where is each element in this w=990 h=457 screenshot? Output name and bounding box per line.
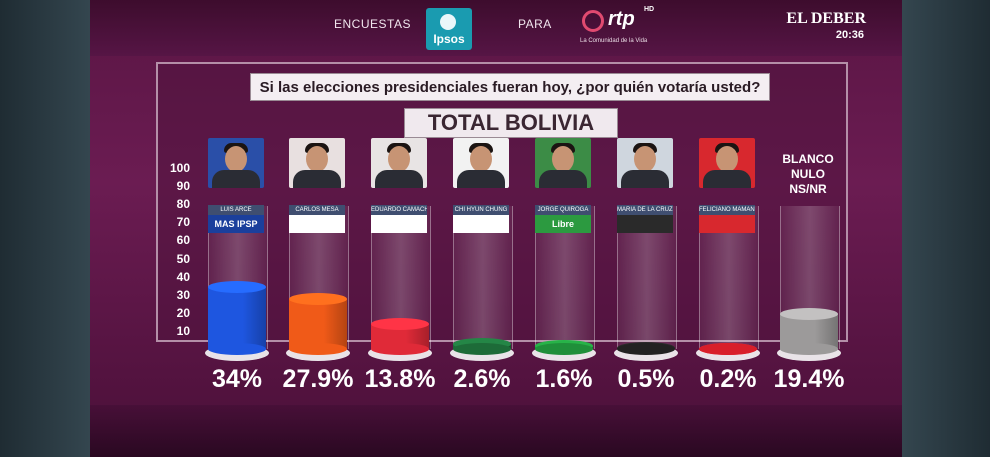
y-tick-label: 60: [176, 233, 190, 248]
candidate-name: CARLOS MESA: [289, 205, 345, 215]
rtp-logo-text: rtp: [608, 8, 635, 30]
broadcast-stage: ENCUESTAS Ipsos PARA rtp HD La Comunidad…: [90, 0, 902, 457]
value-label: 1.6%: [535, 365, 593, 393]
party-logo: [371, 215, 427, 233]
candidate-name: MARIA DE LA CRUZ BAYA: [617, 205, 673, 215]
ipsos-logo: Ipsos: [426, 8, 472, 50]
right-background: [902, 0, 990, 457]
chart-subtitle: TOTAL BOLIVIA: [404, 108, 618, 138]
clock: 20:36: [835, 29, 864, 41]
bar-cap: [371, 318, 429, 331]
blank-null-label-line: NS/NR: [789, 182, 827, 196]
bar-bottom-cap: [699, 343, 757, 355]
bar-bottom-cap: [289, 343, 347, 355]
candidate-photo: [535, 138, 591, 188]
value-label: 13.8%: [364, 365, 436, 393]
party-logo: [289, 215, 345, 233]
for-label: PARA: [518, 17, 552, 31]
party-logo: MAS IPSP: [208, 215, 264, 233]
rtp-tagline: La Comunidad de la Vida: [580, 38, 648, 44]
rtp-logo: rtp HD La Comunidad de la Vida: [580, 6, 660, 50]
value-label: 0.5%: [617, 365, 675, 393]
candidate-photo: [699, 138, 755, 188]
value-label: 2.6%: [453, 365, 511, 393]
y-tick-label: 10: [176, 323, 190, 338]
bar-bottom-cap: [208, 343, 266, 355]
value-label: 27.9%: [282, 365, 354, 393]
data-bar: [208, 287, 266, 349]
floor-reflection: [90, 405, 902, 457]
y-tick-label: 70: [176, 215, 190, 230]
y-tick-label: 50: [176, 251, 190, 266]
value-label: 34%: [211, 365, 263, 393]
blank-null-label-line: NULO: [791, 167, 825, 181]
candidate-name: CHI HYUN CHUNG: [453, 205, 509, 215]
value-label: 0.2%: [699, 365, 757, 393]
candidate-name: FELICIANO MAMANI: [699, 205, 755, 215]
bar-cap: [208, 281, 266, 294]
candidate-photo: [208, 138, 264, 188]
candidate-name: JORGE QUIROGA: [535, 205, 591, 215]
y-tick-label: 80: [176, 197, 190, 212]
candidate-photo: [289, 138, 345, 188]
surveys-label: ENCUESTAS: [334, 17, 411, 31]
bar-bottom-cap: [453, 343, 511, 355]
top-banner: ENCUESTAS Ipsos PARA rtp HD La Comunidad…: [90, 0, 902, 56]
candidate-photo: [371, 138, 427, 188]
y-tick-label: 90: [176, 179, 190, 194]
el-deber-logo: EL DEBER: [786, 10, 866, 27]
party-logo: [699, 215, 755, 233]
party-logo: [453, 215, 509, 233]
y-tick-label: 20: [176, 305, 190, 320]
bar-cap: [780, 307, 838, 320]
y-tick-label: 40: [176, 269, 190, 284]
bar-bottom-cap: [371, 343, 429, 355]
blank-null-label-line: BLANCO: [782, 152, 834, 166]
left-background: [0, 0, 90, 457]
chart-title: Si las elecciones presidenciales fueran …: [250, 73, 770, 101]
party-logo: Libre: [535, 215, 591, 233]
data-bar: [289, 298, 347, 349]
candidate-name: EDUARDO CAMACHO: [371, 205, 427, 215]
candidate-name: LUIS ARCE: [208, 205, 264, 215]
bar-bottom-cap: [780, 343, 838, 355]
candidate-photo: [453, 138, 509, 188]
y-tick-label: 30: [176, 287, 190, 302]
bar-bottom-cap: [535, 343, 593, 355]
party-logo: [617, 215, 673, 233]
bar-bottom-cap: [617, 343, 675, 355]
bar-cap: [289, 292, 347, 305]
rtp-hd-badge: HD: [644, 6, 655, 13]
blank-null-label: BLANCO NULO NS/NR: [770, 152, 846, 197]
y-tick-label: 100: [169, 161, 190, 175]
candidate-photo: [617, 138, 673, 188]
rtp-mark-icon: [582, 10, 604, 32]
value-label: 19.4%: [773, 365, 845, 393]
